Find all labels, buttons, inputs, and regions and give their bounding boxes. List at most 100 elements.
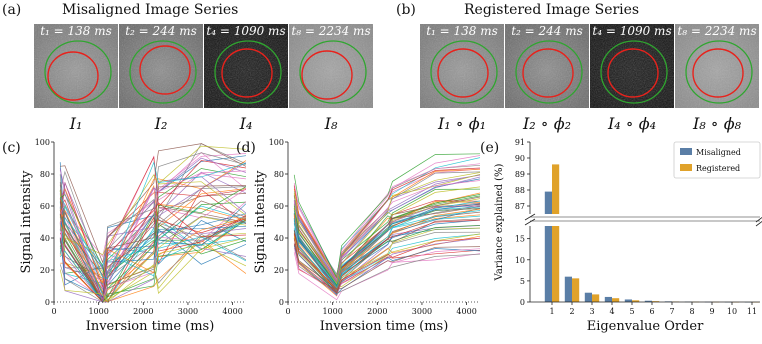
signal-line	[59, 143, 246, 278]
x-tick-label: 0	[51, 307, 56, 316]
x-tick-label: 3	[589, 307, 594, 316]
y-tick-label: 91	[515, 138, 525, 147]
x-tick-label: 2000	[367, 307, 387, 316]
panel_b-image-1: t₁ = 138 ms	[420, 24, 504, 108]
signal-line	[59, 161, 246, 280]
signal-line	[293, 153, 481, 280]
image-caption: I₄ ∘ ϕ₄	[607, 114, 657, 133]
legend: Misaligned Registered	[673, 141, 761, 179]
bar-registered	[592, 294, 600, 302]
signal-line	[59, 213, 246, 298]
y-tick-label: 60	[274, 202, 284, 211]
signal-line	[59, 211, 246, 301]
signal-line	[59, 233, 246, 303]
signal-line	[293, 227, 481, 290]
y-tick-label: 80	[40, 170, 50, 179]
x-tick-label: 10	[727, 307, 737, 316]
panel_b-image-4: t₈ = 2234 ms	[675, 24, 759, 108]
signal-line	[293, 188, 481, 287]
bar-registered	[552, 226, 560, 302]
x-axis-label: Inversion time (ms)	[320, 319, 449, 334]
y-tick-label: 0	[45, 298, 50, 307]
time-label: t₂ = 244 ms	[125, 24, 197, 38]
x-tick-label: 1000	[322, 307, 342, 316]
signal-line	[293, 247, 481, 294]
time-label: t₂ = 244 ms	[511, 24, 583, 38]
signal-line	[293, 167, 481, 281]
image-caption: I₈ ∘ ϕ₈	[692, 114, 742, 133]
y-axis-label: Signal intensity	[19, 170, 34, 274]
x-tick-label: 4000	[222, 307, 242, 316]
y-tick-label: 80	[274, 170, 284, 179]
bar-misaligned	[544, 226, 552, 302]
signal-line	[293, 155, 481, 280]
signal-line	[293, 252, 481, 301]
x-tick-label: 7	[669, 307, 674, 316]
bar-registered	[572, 278, 580, 302]
signal-line	[59, 209, 246, 303]
panel-a-title: Misaligned Image Series	[62, 2, 239, 18]
x-tick-label: 11	[747, 307, 757, 316]
panel-b-letter: (b)	[396, 2, 416, 18]
signal-line	[293, 237, 481, 294]
signal-line	[59, 176, 246, 303]
signal-line	[293, 203, 481, 292]
panel-b-title: Registered Image Series	[464, 2, 640, 18]
image-caption: I₈	[324, 114, 338, 133]
bar-misaligned-upper	[544, 191, 552, 214]
x-tick-label: 9	[709, 307, 714, 316]
signal-line	[293, 219, 481, 290]
bar-registered	[632, 300, 640, 302]
signal-line	[293, 163, 481, 281]
image-caption: I₂	[154, 114, 168, 133]
signal-line	[293, 186, 481, 285]
panel_b-image-2: t₂ = 244 ms	[505, 24, 589, 108]
panel_a-image-2: t₂ = 244 ms	[119, 24, 203, 108]
y-tick-label: 20	[40, 266, 50, 275]
signal-line	[293, 243, 481, 290]
time-label: t₄ = 1090 ms	[592, 24, 672, 38]
signal-line	[293, 176, 481, 284]
signal-line	[293, 168, 481, 279]
signal-line	[293, 237, 481, 297]
signal-line	[59, 201, 246, 300]
axis-break-left	[524, 213, 536, 226]
legend-label: Registered	[696, 164, 740, 173]
x-tick-label: 4	[609, 307, 614, 316]
y-tick-label: 100	[269, 138, 284, 147]
image-caption: I₁	[69, 114, 83, 133]
x-axis-label: Eigenvalue Order	[587, 319, 704, 334]
signal-line	[59, 157, 246, 303]
y-tick-label: 40	[274, 234, 284, 243]
bar-registered	[612, 298, 620, 302]
signal-line	[293, 245, 481, 296]
panel_a-image-1: t₁ = 138 ms	[34, 24, 118, 108]
y-tick-label: 88	[515, 186, 525, 195]
signal-line	[293, 178, 481, 279]
x-axis-label: Inversion time (ms)	[86, 319, 215, 334]
x-tick-label: 3000	[412, 307, 432, 316]
signal-line	[59, 170, 246, 290]
bar-misaligned	[564, 276, 572, 302]
x-tick-label: 6	[649, 307, 654, 316]
signal-line	[293, 237, 481, 294]
signal-line	[59, 152, 246, 302]
image-caption: I₂ ∘ ϕ₂	[522, 114, 572, 133]
bar-registered-upper	[552, 164, 560, 214]
signal-line	[59, 184, 246, 299]
x-tick-label: 8	[689, 307, 694, 316]
signal-line	[59, 160, 246, 294]
legend-swatch	[680, 148, 692, 155]
x-tick-label: 1	[549, 307, 554, 316]
time-label: t₁ = 138 ms	[426, 24, 498, 38]
y-tick-label: 15	[515, 235, 525, 244]
x-tick-label: 3000	[178, 307, 198, 316]
bar-misaligned	[584, 292, 592, 302]
signal-line	[59, 145, 246, 256]
legend-box	[673, 141, 761, 179]
time-label: t₈ = 2234 ms	[291, 24, 371, 38]
signal-line	[59, 200, 246, 276]
x-tick-label: 4000	[456, 307, 476, 316]
